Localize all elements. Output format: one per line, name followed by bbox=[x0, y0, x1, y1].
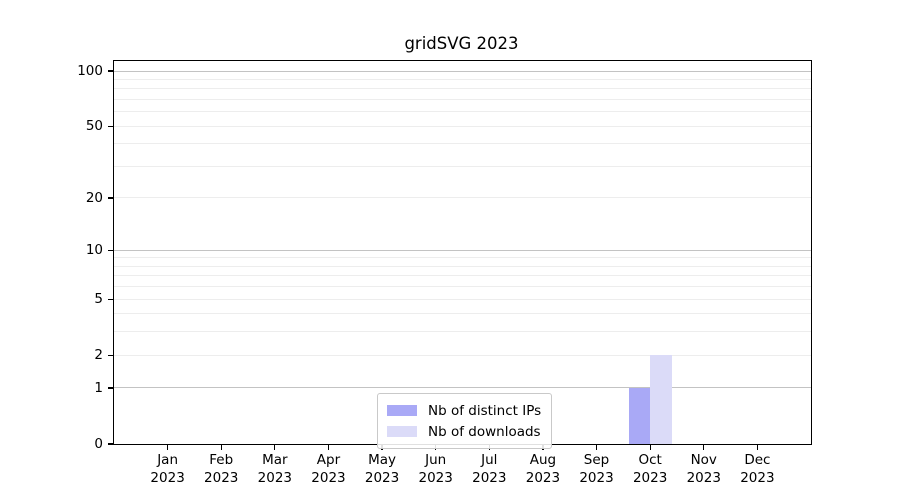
x-tick-year: 2023 bbox=[525, 469, 561, 486]
x-tick-label: Jun 2023 bbox=[394, 452, 478, 487]
x-tick-month: Jan bbox=[157, 452, 179, 468]
y-tick bbox=[108, 70, 114, 72]
x-tick-month: Mar bbox=[262, 452, 288, 468]
gridline-major bbox=[114, 70, 811, 72]
x-tick-month: Nov bbox=[690, 452, 717, 468]
x-tick-label: Feb 2023 bbox=[179, 452, 263, 487]
y-tick-label: 5 bbox=[94, 291, 103, 308]
gridline-minor bbox=[114, 98, 811, 100]
gridline-minor bbox=[114, 275, 811, 277]
y-tick-label: 2 bbox=[94, 347, 103, 364]
x-tick-month: Jul bbox=[481, 452, 498, 468]
x-tick bbox=[649, 445, 651, 450]
x-tick-label: May 2023 bbox=[340, 452, 424, 487]
x-tick-label: Jan 2023 bbox=[126, 452, 210, 487]
x-tick bbox=[756, 445, 759, 450]
x-tick bbox=[327, 445, 330, 450]
y-tick-label: 0 bbox=[94, 436, 103, 452]
x-tick-month: May bbox=[368, 452, 397, 468]
gridline-minor bbox=[114, 298, 811, 300]
legend: Nb of distinct IPs Nb of downloads bbox=[377, 393, 553, 449]
gridline-minor bbox=[114, 143, 811, 145]
x-tick-label: Mar 2023 bbox=[233, 452, 317, 487]
x-tick-year: 2023 bbox=[579, 469, 614, 486]
y-tick bbox=[108, 443, 114, 445]
bar-nb-of-distinct-ips bbox=[628, 387, 651, 444]
x-tick-year: 2023 bbox=[150, 469, 185, 486]
gridline-minor bbox=[114, 257, 811, 259]
x-tick-month: Oct bbox=[638, 452, 662, 468]
x-tick bbox=[274, 445, 276, 450]
legend-row: Nb of downloads bbox=[387, 421, 541, 442]
x-tick-label: Oct 2023 bbox=[608, 452, 692, 487]
x-tick bbox=[595, 445, 598, 450]
x-tick bbox=[220, 445, 222, 450]
x-tick-year: 2023 bbox=[418, 469, 453, 486]
y-tick bbox=[108, 197, 114, 199]
y-tick-label: 1 bbox=[94, 379, 103, 396]
gridline-major bbox=[114, 387, 811, 389]
plot-area: 0 1 2 5 10 20 50 100 Jan 2023 Feb 2023 Mar 2023 Apr 202… bbox=[77, 60, 812, 486]
legend-label: Nb of distinct IPs bbox=[428, 402, 542, 419]
x-tick bbox=[703, 445, 705, 450]
x-tick-month: Apr bbox=[316, 452, 341, 468]
legend-swatch bbox=[387, 426, 417, 437]
bar-nb-of-downloads bbox=[650, 355, 672, 444]
x-tick-month: Jun bbox=[425, 452, 447, 468]
y-tick bbox=[108, 125, 114, 127]
chart-title: gridSVG 2023 bbox=[404, 34, 519, 53]
x-tick-month: Dec bbox=[744, 452, 771, 468]
gridline-minor bbox=[114, 286, 811, 288]
legend-label: Nb of downloads bbox=[428, 423, 541, 440]
y-tick bbox=[108, 387, 114, 389]
x-tick-year: 2023 bbox=[472, 469, 507, 486]
x-tick-year: 2023 bbox=[204, 469, 239, 486]
gridline-minor bbox=[114, 125, 811, 127]
y-tick-label: 20 bbox=[85, 189, 103, 206]
x-tick-year: 2023 bbox=[740, 469, 775, 486]
gridline-minor bbox=[114, 313, 811, 315]
legend-swatch bbox=[387, 405, 417, 416]
y-tick-label: 50 bbox=[85, 118, 103, 135]
x-tick-label: Apr 2023 bbox=[286, 452, 370, 487]
gridline-minor bbox=[114, 331, 811, 333]
gridline-minor bbox=[114, 354, 811, 356]
y-tick-label: 100 bbox=[77, 63, 103, 79]
gridline-minor bbox=[114, 78, 811, 80]
gridline-minor bbox=[114, 265, 811, 267]
gridline-minor bbox=[114, 111, 811, 113]
x-tick-label: Nov 2023 bbox=[662, 452, 746, 487]
x-tick-label: Jul 2023 bbox=[447, 452, 531, 487]
x-tick-label: Aug 2023 bbox=[501, 452, 585, 487]
x-tick-month: Sep bbox=[583, 452, 610, 468]
x-tick bbox=[166, 445, 169, 450]
gridline-minor bbox=[114, 165, 811, 167]
gridline-major bbox=[114, 249, 811, 251]
x-tick-month: Feb bbox=[209, 452, 234, 468]
y-tick-label: 10 bbox=[85, 242, 103, 259]
y-tick bbox=[108, 249, 114, 251]
x-tick-year: 2023 bbox=[632, 469, 668, 486]
x-tick-label: Sep 2023 bbox=[555, 452, 639, 487]
y-tick bbox=[108, 298, 114, 300]
gridline-minor bbox=[114, 197, 811, 199]
x-tick-year: 2023 bbox=[364, 469, 400, 486]
x-tick-year: 2023 bbox=[686, 469, 721, 486]
x-tick-year: 2023 bbox=[257, 469, 293, 486]
x-tick-month: Aug bbox=[529, 452, 557, 468]
x-tick-label: Dec 2023 bbox=[715, 452, 799, 487]
y-tick bbox=[108, 354, 114, 356]
legend-row: Nb of distinct IPs bbox=[387, 400, 541, 421]
x-tick-year: 2023 bbox=[311, 469, 346, 486]
gridline-minor bbox=[114, 88, 811, 90]
